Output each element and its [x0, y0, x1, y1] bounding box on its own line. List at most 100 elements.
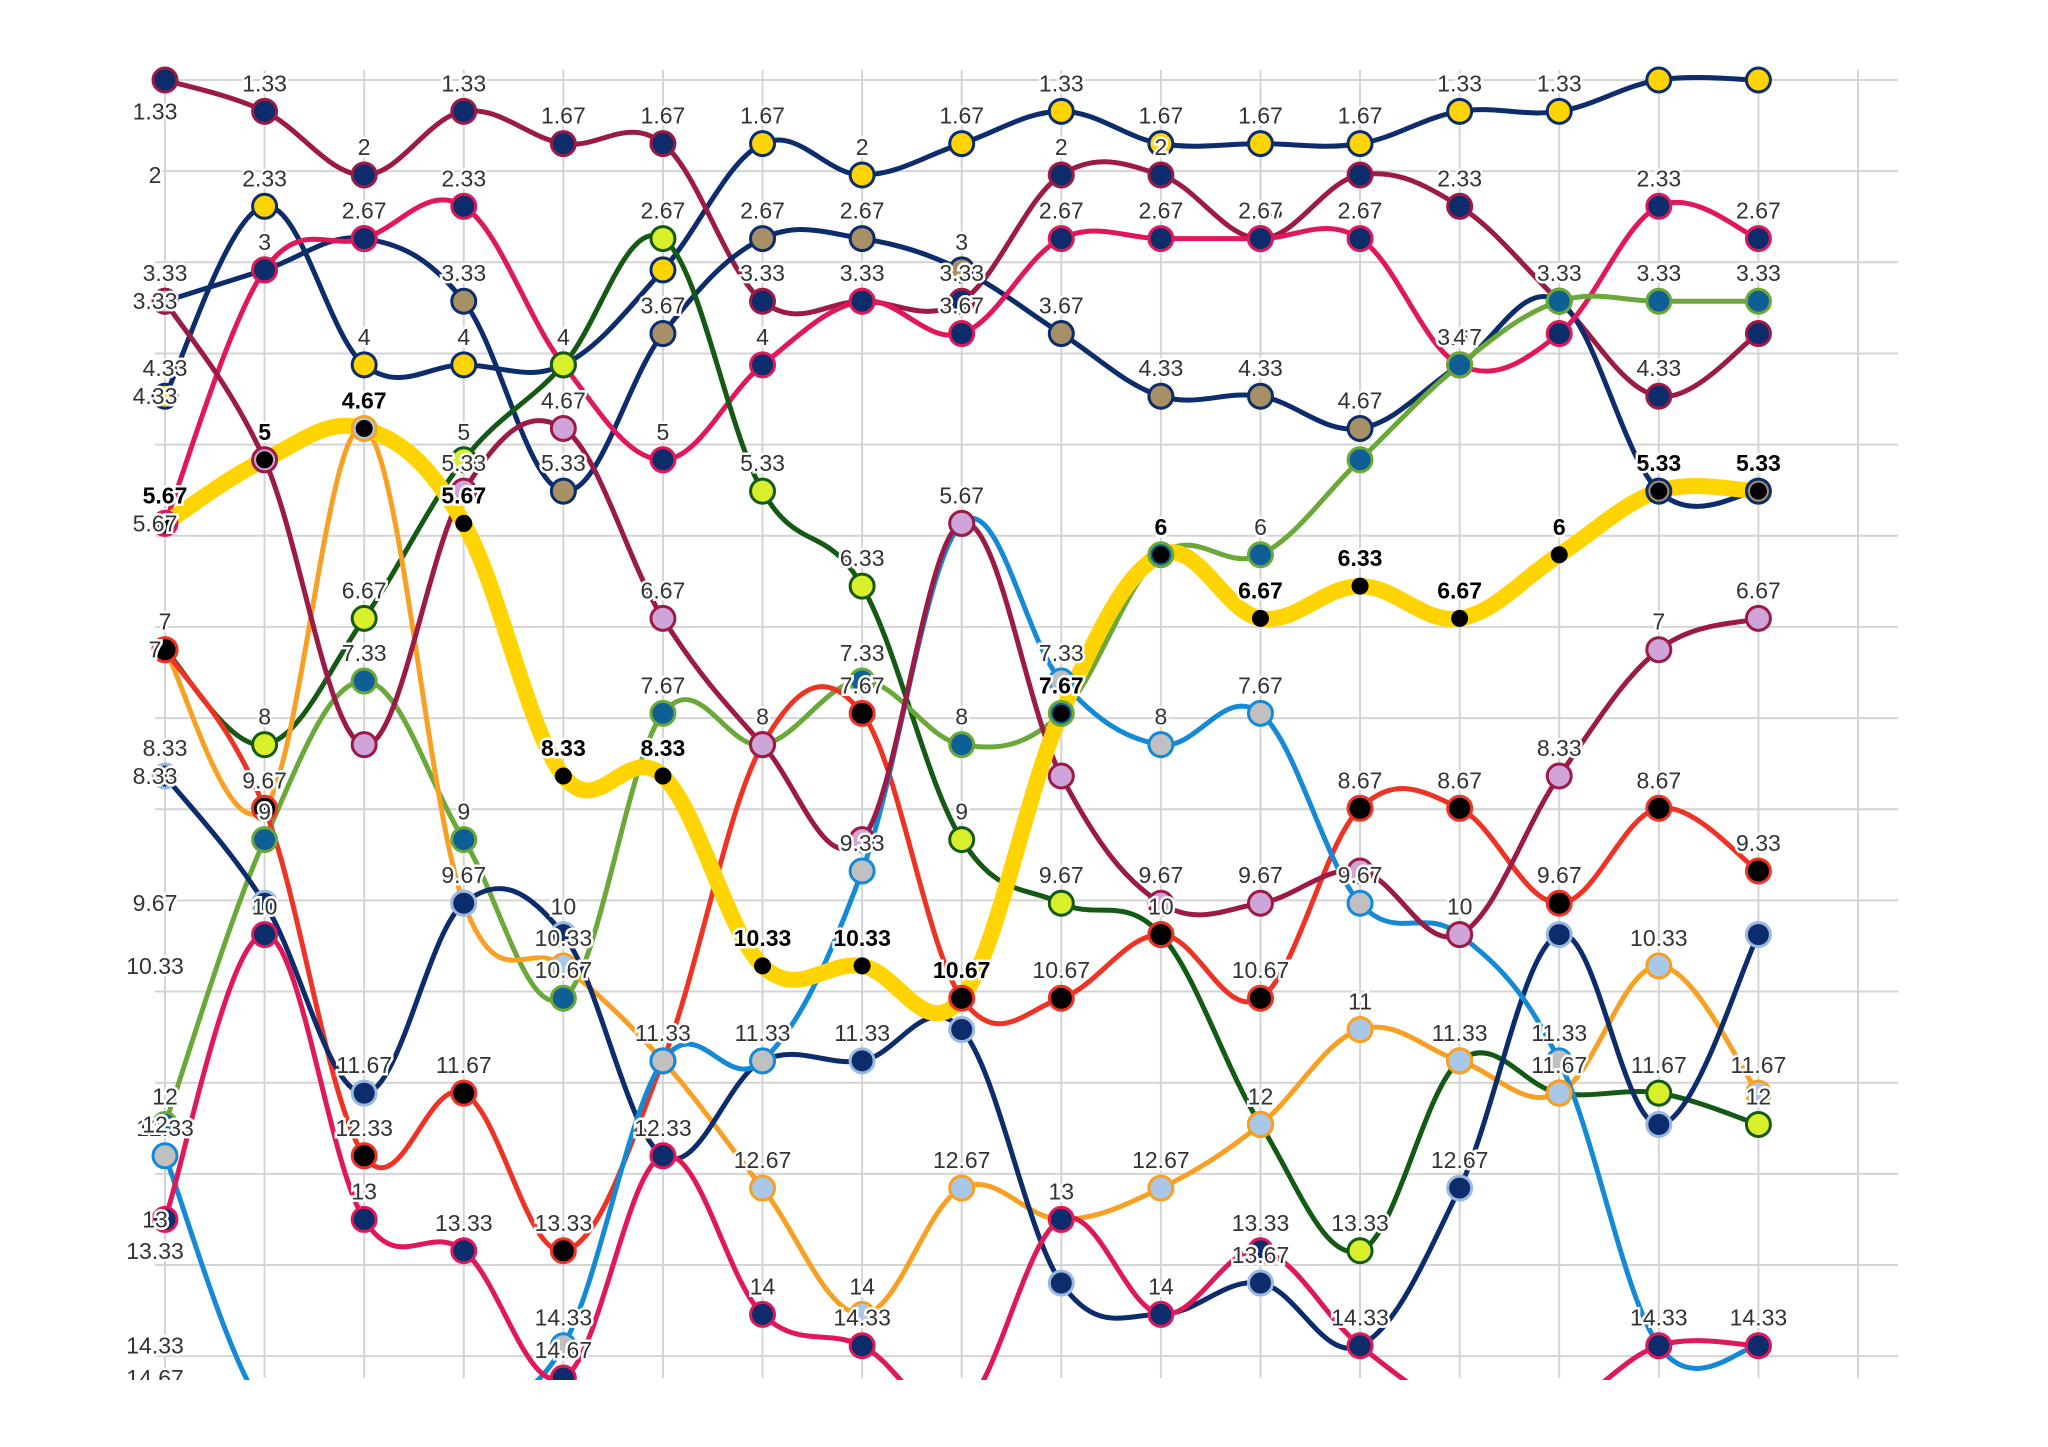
data-point[interactable] [649, 225, 677, 253]
data-point[interactable] [1645, 636, 1673, 664]
data-point[interactable] [749, 477, 777, 505]
data-point[interactable] [649, 1047, 677, 1075]
data-point[interactable] [251, 256, 279, 284]
data-point[interactable] [549, 921, 577, 949]
data-point[interactable] [1645, 287, 1673, 315]
data-point[interactable] [1749, 482, 1767, 500]
data-point[interactable] [948, 256, 976, 284]
data-point[interactable] [1645, 1110, 1673, 1138]
data-point[interactable] [1346, 130, 1374, 158]
data-point[interactable] [649, 699, 677, 727]
data-point[interactable] [649, 130, 677, 158]
data-point[interactable] [1446, 794, 1474, 822]
data-point[interactable] [848, 667, 876, 695]
data-point[interactable] [251, 192, 279, 220]
data-point[interactable] [1744, 921, 1772, 949]
data-point[interactable] [649, 604, 677, 632]
data-point[interactable] [848, 225, 876, 253]
data-point[interactable] [1545, 1047, 1573, 1075]
data-point[interactable] [1246, 1269, 1274, 1297]
data-point[interactable] [1147, 731, 1175, 759]
data-point[interactable] [156, 514, 174, 532]
data-point[interactable] [549, 414, 577, 442]
data-point[interactable] [1346, 794, 1374, 822]
data-point[interactable] [1451, 609, 1469, 627]
data-point[interactable] [350, 161, 378, 189]
data-point[interactable] [848, 1300, 876, 1328]
data-point[interactable] [1744, 320, 1772, 348]
data-point[interactable] [1545, 287, 1573, 315]
data-point[interactable] [1047, 225, 1075, 253]
data-point[interactable] [1047, 762, 1075, 790]
data-point[interactable] [1346, 161, 1374, 189]
data-point[interactable] [450, 192, 478, 220]
data-point[interactable] [1047, 97, 1075, 125]
data-point[interactable] [151, 1110, 179, 1138]
data-point[interactable] [1047, 1269, 1075, 1297]
data-point[interactable] [948, 509, 976, 537]
data-point[interactable] [350, 351, 378, 379]
data-point[interactable] [1645, 1332, 1673, 1360]
data-point[interactable] [549, 477, 577, 505]
data-point[interactable] [1545, 97, 1573, 125]
data-point[interactable] [450, 1079, 478, 1107]
data-point[interactable] [749, 287, 777, 315]
data-point[interactable] [1147, 225, 1175, 253]
data-point[interactable] [1246, 889, 1274, 917]
data-point[interactable] [1346, 1016, 1374, 1044]
data-point[interactable] [251, 921, 279, 949]
data-point[interactable] [1645, 952, 1673, 980]
data-point[interactable] [455, 514, 473, 532]
data-point[interactable] [1047, 161, 1075, 189]
data-point[interactable] [1645, 66, 1673, 94]
data-point[interactable] [549, 1237, 577, 1265]
data-point[interactable] [350, 1079, 378, 1107]
data-point[interactable] [350, 731, 378, 759]
data-point[interactable] [450, 889, 478, 917]
data-point[interactable] [1446, 921, 1474, 949]
data-point[interactable] [1744, 1110, 1772, 1138]
data-point[interactable] [1545, 889, 1573, 917]
data-point[interactable] [350, 225, 378, 253]
data-point[interactable] [848, 1047, 876, 1075]
data-point[interactable] [848, 161, 876, 189]
data-point[interactable] [948, 287, 976, 315]
data-point[interactable] [450, 351, 478, 379]
data-point[interactable] [151, 287, 179, 315]
data-point[interactable] [1346, 1237, 1374, 1265]
data-point[interactable] [848, 699, 876, 727]
data-point[interactable] [450, 446, 478, 474]
data-point[interactable] [151, 1142, 179, 1170]
data-point[interactable] [1744, 604, 1772, 632]
data-point[interactable] [948, 1016, 976, 1044]
data-point[interactable] [1545, 1079, 1573, 1107]
data-point[interactable] [848, 287, 876, 315]
data-point[interactable] [1744, 1332, 1772, 1360]
data-point[interactable] [1246, 1237, 1274, 1265]
data-point[interactable] [1047, 889, 1075, 917]
data-point[interactable] [1645, 382, 1673, 410]
data-point[interactable] [848, 857, 876, 885]
data-point[interactable] [1744, 287, 1772, 315]
data-point[interactable] [1744, 225, 1772, 253]
data-point[interactable] [1147, 889, 1175, 917]
data-point[interactable] [251, 826, 279, 854]
data-point[interactable] [1047, 984, 1075, 1012]
data-point[interactable] [450, 97, 478, 125]
data-point[interactable] [1246, 1110, 1274, 1138]
data-point[interactable] [1545, 320, 1573, 348]
data-point[interactable] [355, 419, 373, 437]
data-point[interactable] [549, 130, 577, 158]
data-point[interactable] [1251, 609, 1269, 627]
data-point[interactable] [1346, 414, 1374, 442]
data-point[interactable] [450, 1237, 478, 1265]
data-point[interactable] [350, 604, 378, 632]
data-point[interactable] [953, 989, 971, 1007]
data-point[interactable] [749, 1174, 777, 1202]
data-point[interactable] [749, 225, 777, 253]
data-point[interactable] [1645, 192, 1673, 220]
data-point[interactable] [1246, 699, 1274, 727]
data-point[interactable] [1246, 225, 1274, 253]
data-point[interactable] [754, 957, 772, 975]
data-point[interactable] [450, 477, 478, 505]
